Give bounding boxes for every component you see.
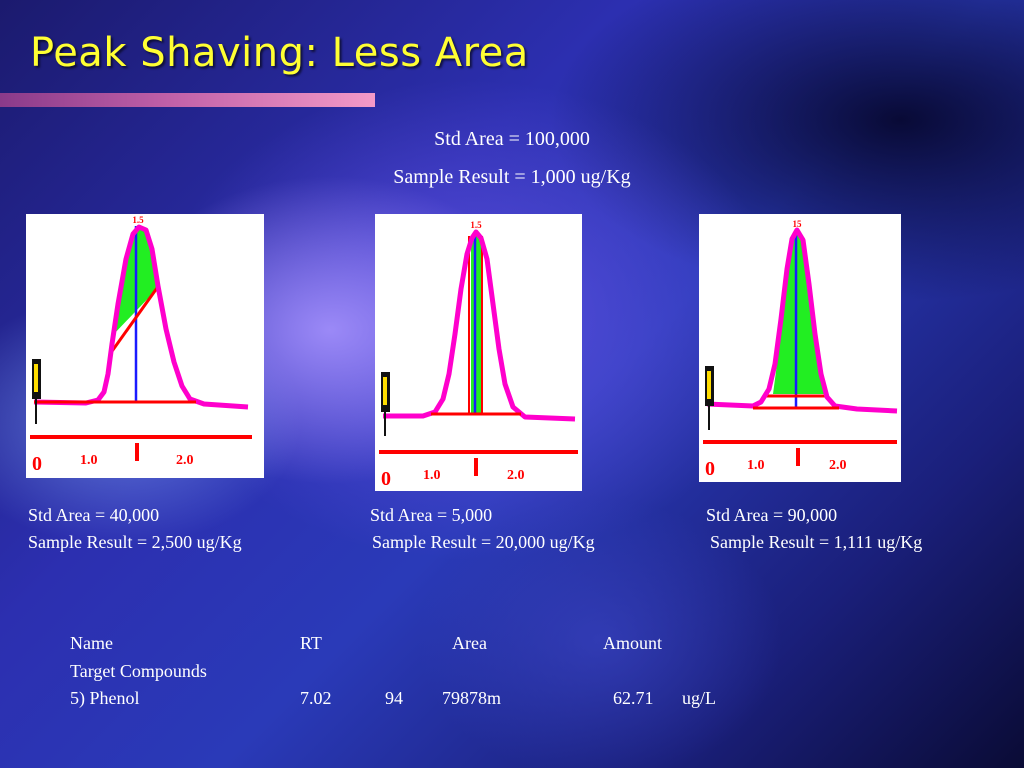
panel-1-sample-result: Sample Result = 2,500 ug/Kg — [28, 532, 242, 552]
shaved-area-fill — [112, 228, 157, 336]
row-unit: ug/L — [682, 688, 716, 708]
peak-label: 15 — [793, 219, 803, 229]
panel-1-std-area: Std Area = 40,000 — [28, 505, 160, 525]
axis-two-label: 2.0 — [829, 458, 847, 473]
peak-label: 1.5 — [470, 220, 482, 230]
header-rt: RT — [300, 633, 322, 653]
panel-2-std-area: Std Area = 5,000 — [370, 505, 493, 525]
axis-two-label: 2.0 — [176, 453, 194, 468]
panel-3-std-area: Std Area = 90,000 — [706, 505, 838, 525]
axis-pointer — [474, 458, 478, 476]
row-amount: 62.71 — [613, 688, 654, 708]
peak-trace — [706, 227, 898, 414]
axis-one-label: 1.0 — [80, 453, 98, 468]
shaved-baseline — [108, 287, 159, 355]
axis-two-label: 2.0 — [507, 468, 525, 483]
row-name: 5) Phenol — [70, 688, 140, 708]
slide-title: Peak Shaving: Less Area — [30, 30, 529, 76]
axis-zero-label: 0 — [32, 453, 42, 475]
shaved-area-fill — [471, 236, 482, 414]
header-area: Area — [452, 633, 487, 653]
header-amount: Amount — [603, 633, 663, 653]
axis-zero-label: 0 — [705, 458, 715, 480]
panel-3-sample-result: Sample Result = 1,111 ug/Kg — [710, 532, 923, 552]
panel-2-sample-result: Sample Result = 20,000 ug/Kg — [372, 532, 595, 552]
peak-trace — [33, 224, 249, 410]
peak-label: 1.5 — [132, 215, 144, 225]
axis-zero-label: 0 — [381, 468, 391, 490]
title-underline — [0, 93, 375, 107]
peak-trace — [383, 229, 576, 422]
shaved-area-fill — [773, 232, 825, 394]
chromatogram-2: 1.5 0 1.0 2.0 — [379, 220, 578, 490]
chromatogram-panel-2: 1.5 0 1.0 2.0 — [375, 214, 582, 491]
axis-one-label: 1.0 — [423, 468, 441, 483]
panel-1-caption: Std Area = 40,000 Sample Result = 2,500 … — [28, 502, 242, 556]
panel-2-caption: Std Area = 5,000 Sample Result = 20,000 … — [370, 502, 595, 556]
axis-pointer — [796, 448, 800, 466]
chromatogram-panel-1: 1.5 0 1.0 2.0 — [26, 214, 264, 478]
row-q: 94 — [385, 688, 403, 708]
reference-sample-result: Sample Result = 1,000 ug/Kg — [393, 166, 631, 188]
panel-3-caption: Std Area = 90,000 Sample Result = 1,111 … — [706, 502, 922, 556]
chromatogram-panel-3: 15 0 1.0 2.0 — [699, 214, 901, 482]
chromatogram-3: 15 0 1.0 2.0 — [703, 219, 898, 480]
axis-pointer — [135, 443, 139, 461]
chromatogram-1: 1.5 0 1.0 2.0 — [30, 215, 252, 475]
row-rt: 7.02 — [300, 688, 332, 708]
row-area: 79878m — [442, 688, 502, 708]
reference-std-area: Std Area = 100,000 — [434, 128, 590, 150]
header-name: Name — [70, 633, 113, 653]
axis-one-label: 1.0 — [747, 458, 765, 473]
section-label: Target Compounds — [70, 661, 207, 681]
